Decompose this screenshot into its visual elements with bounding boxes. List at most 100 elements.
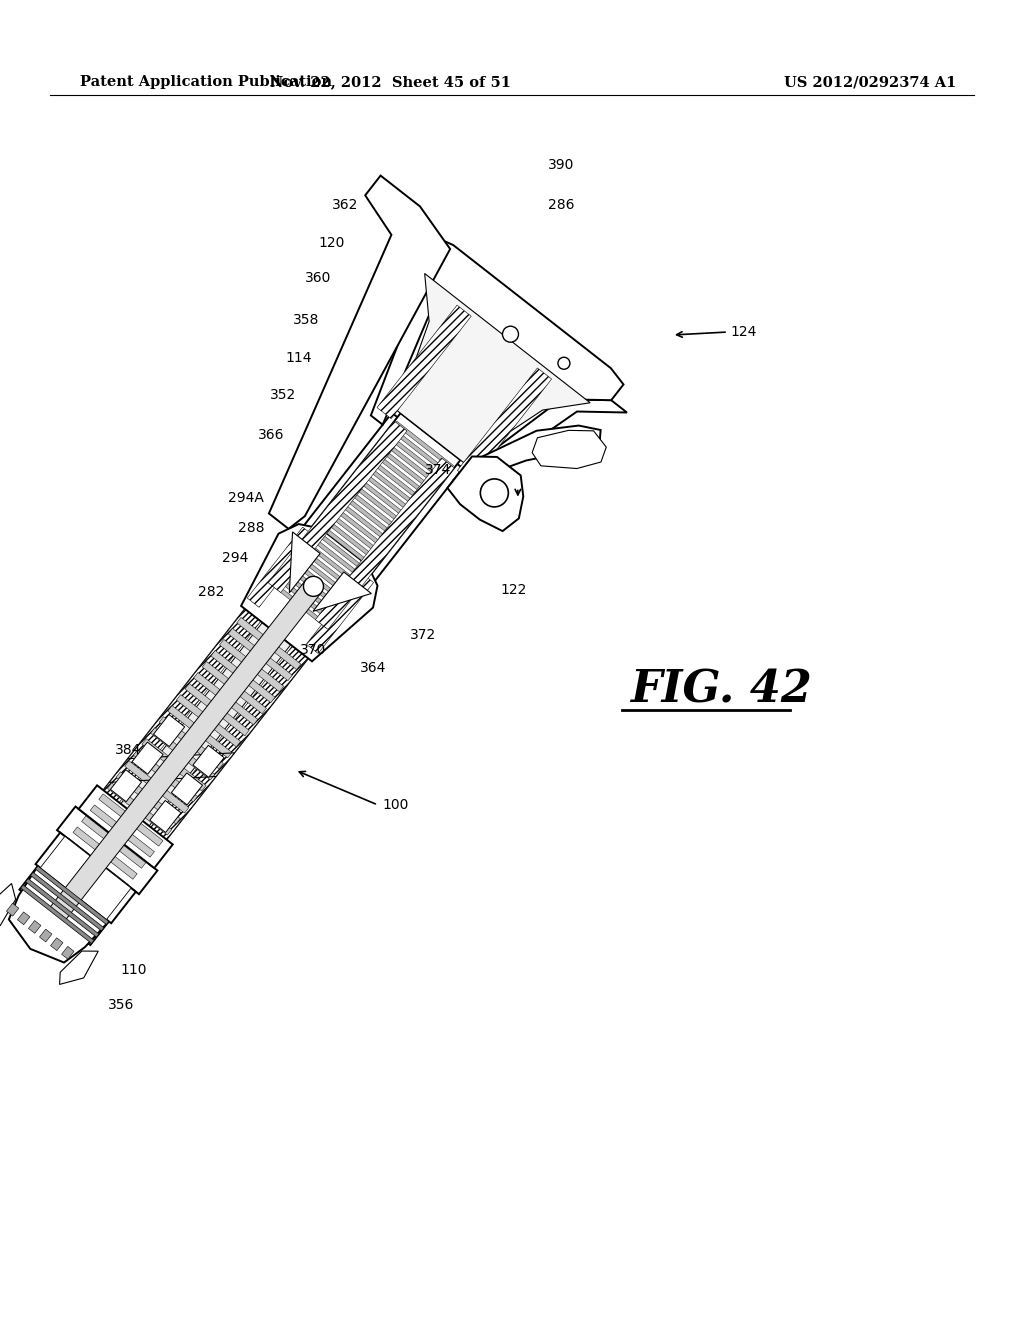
Polygon shape: [150, 800, 181, 833]
Polygon shape: [36, 866, 109, 924]
Polygon shape: [228, 628, 292, 681]
Polygon shape: [339, 492, 398, 540]
Polygon shape: [219, 639, 284, 692]
Circle shape: [303, 577, 324, 597]
Text: 362: 362: [332, 198, 358, 213]
Polygon shape: [9, 866, 109, 962]
Polygon shape: [290, 532, 321, 593]
Polygon shape: [30, 570, 292, 898]
Polygon shape: [133, 750, 198, 803]
Polygon shape: [111, 770, 141, 801]
Polygon shape: [20, 884, 94, 944]
Polygon shape: [313, 572, 372, 611]
Polygon shape: [458, 368, 552, 482]
Polygon shape: [50, 581, 322, 920]
Polygon shape: [454, 399, 627, 490]
Polygon shape: [269, 176, 451, 529]
Polygon shape: [321, 516, 380, 564]
Circle shape: [503, 326, 518, 342]
Polygon shape: [47, 583, 322, 920]
Polygon shape: [82, 816, 145, 869]
Polygon shape: [65, 838, 129, 890]
Polygon shape: [265, 413, 461, 634]
Polygon shape: [108, 783, 172, 836]
Polygon shape: [311, 528, 371, 576]
Polygon shape: [171, 774, 203, 805]
Polygon shape: [297, 545, 356, 593]
Polygon shape: [185, 684, 249, 735]
Text: 366: 366: [258, 428, 285, 442]
Polygon shape: [302, 540, 361, 587]
Polygon shape: [40, 929, 52, 942]
Polygon shape: [55, 849, 120, 902]
Text: Patent Application Publication: Patent Application Publication: [80, 75, 332, 88]
Polygon shape: [269, 581, 329, 628]
Polygon shape: [397, 273, 590, 462]
Text: 282: 282: [198, 585, 224, 599]
Polygon shape: [385, 433, 444, 480]
Polygon shape: [372, 450, 430, 498]
Text: 384: 384: [115, 743, 141, 756]
Text: 352: 352: [270, 388, 296, 403]
Polygon shape: [376, 445, 435, 492]
Polygon shape: [132, 742, 163, 774]
Polygon shape: [40, 837, 131, 920]
Polygon shape: [26, 879, 99, 937]
Text: 120: 120: [318, 236, 344, 249]
Polygon shape: [344, 486, 402, 533]
Text: 124: 124: [730, 325, 757, 339]
Polygon shape: [17, 912, 30, 925]
Polygon shape: [381, 440, 439, 486]
Polygon shape: [193, 746, 224, 777]
Polygon shape: [168, 706, 232, 758]
Circle shape: [558, 358, 570, 370]
Polygon shape: [50, 937, 63, 950]
Text: 356: 356: [108, 998, 134, 1012]
Polygon shape: [154, 714, 184, 747]
Polygon shape: [6, 903, 18, 916]
Polygon shape: [237, 618, 301, 669]
Polygon shape: [57, 807, 158, 894]
Text: 372: 372: [410, 628, 436, 642]
Text: 370: 370: [300, 643, 327, 657]
Polygon shape: [31, 873, 103, 931]
Polygon shape: [335, 498, 393, 545]
Polygon shape: [274, 574, 334, 622]
Polygon shape: [30, 562, 345, 935]
Polygon shape: [348, 480, 408, 528]
Text: 294: 294: [222, 550, 249, 565]
Polygon shape: [151, 727, 215, 780]
Polygon shape: [176, 694, 241, 747]
Polygon shape: [325, 510, 384, 557]
Text: 114: 114: [285, 351, 311, 366]
Text: 374: 374: [425, 463, 452, 477]
Polygon shape: [36, 833, 136, 923]
Polygon shape: [194, 672, 258, 725]
Text: 110: 110: [120, 964, 146, 977]
Polygon shape: [532, 430, 606, 469]
Text: 100: 100: [382, 799, 409, 812]
Polygon shape: [116, 772, 180, 824]
Polygon shape: [29, 920, 41, 933]
Polygon shape: [315, 521, 375, 569]
Text: 286: 286: [548, 198, 574, 213]
Polygon shape: [330, 504, 389, 552]
Polygon shape: [125, 760, 188, 813]
Polygon shape: [279, 569, 338, 616]
Polygon shape: [0, 883, 15, 929]
Polygon shape: [61, 946, 74, 960]
Polygon shape: [390, 428, 449, 475]
Polygon shape: [306, 533, 366, 581]
Polygon shape: [241, 524, 378, 661]
Circle shape: [480, 479, 508, 507]
Polygon shape: [306, 573, 374, 653]
Polygon shape: [73, 826, 137, 879]
Polygon shape: [268, 421, 407, 593]
Text: 358: 358: [293, 313, 319, 327]
Text: FIG. 42: FIG. 42: [630, 668, 812, 711]
Polygon shape: [315, 458, 455, 630]
Polygon shape: [422, 236, 624, 400]
Polygon shape: [447, 457, 523, 531]
Polygon shape: [353, 474, 412, 521]
Text: 390: 390: [548, 158, 574, 172]
